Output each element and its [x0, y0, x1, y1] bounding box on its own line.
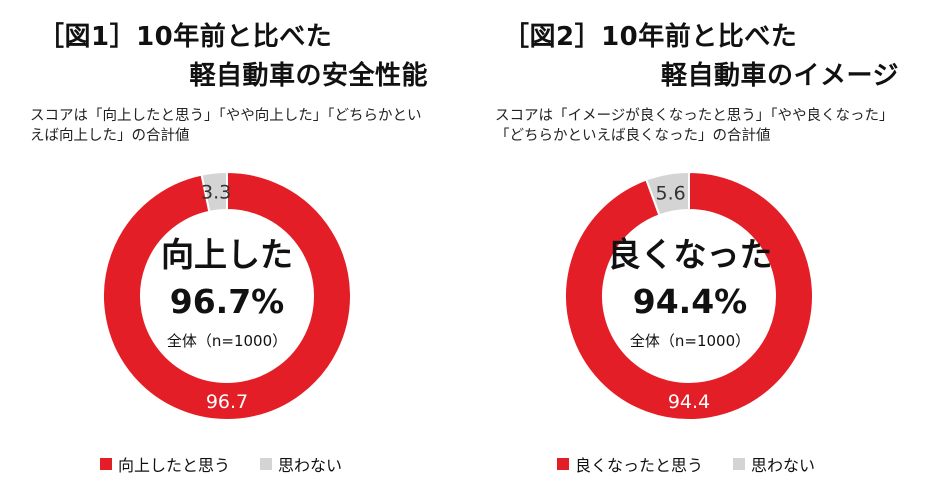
slice-label-positive: 94.4 — [668, 391, 710, 413]
center-main-label: 向上した — [161, 235, 293, 274]
chart-panel-1: ［図1］10年前と比べた 軽自動車の安全性能 スコアは「向上したと思う」「やや向… — [0, 0, 470, 504]
slice-label-positive: 96.7 — [206, 391, 248, 413]
legend-swatch — [557, 458, 569, 470]
legend-label: 思わない — [751, 456, 816, 475]
legend-item-positive: 良くなったと思う — [557, 452, 703, 476]
chart-title-line2: 軽自動車のイメージ — [661, 61, 899, 91]
chart-note-line1: スコアは「イメージが良くなったと思う」「やや良くなった」 — [495, 108, 894, 124]
legend-label: 向上したと思う — [118, 456, 231, 475]
chart-note-line2: 「どちらかといえば良くなった」の合計値 — [495, 128, 771, 144]
legend-swatch — [733, 458, 746, 470]
legend-swatch — [100, 458, 112, 470]
chart-note-line2: えば向上した」の合計値 — [30, 128, 190, 144]
donut-slice-positive — [102, 170, 352, 421]
chart-legend: 向上したと思う 思わない — [100, 452, 372, 476]
donut-chart: 5.6 94.4 — [564, 170, 814, 421]
center-base-label: 全体（n=1000） — [629, 332, 751, 350]
chart-title-line2: 軽自動車の安全性能 — [189, 61, 428, 91]
legend-item-positive: 向上したと思う — [100, 452, 230, 476]
center-main-label: 良くなった — [607, 235, 773, 274]
chart-title-line1: ［図2］10年前と比べた — [503, 22, 798, 52]
legend-item-negative: 思わない — [260, 452, 342, 476]
center-percentage: 94.4% — [632, 282, 748, 321]
legend-label: 思わない — [278, 456, 343, 475]
donut-slice-positive — [564, 170, 814, 421]
chart-title-line1: ［図1］10年前と比べた — [38, 22, 333, 52]
chart-legend: 良くなったと思う 思わない — [557, 452, 845, 476]
chart-note-line1: スコアは「向上したと思う」「やや向上した」「どちらかとい — [30, 108, 422, 124]
legend-label: 良くなったと思う — [575, 456, 704, 475]
donut-center-text: 良くなった 94.4% 全体（n=1000） — [560, 238, 820, 349]
slice-label-negative: 3.3 — [201, 182, 231, 204]
legend-swatch — [260, 458, 273, 470]
slice-label-negative: 5.6 — [656, 183, 686, 205]
donut-center-text: 向上した 96.7% 全体（n=1000） — [97, 238, 357, 349]
legend-item-negative: 思わない — [733, 452, 815, 476]
donut-chart: 3.3 96.7 — [102, 170, 352, 421]
center-percentage: 96.7% — [169, 282, 285, 321]
chart-panel-2: ［図2］10年前と比べた 軽自動車のイメージ スコアは「イメージが良くなったと思… — [471, 0, 941, 504]
center-base-label: 全体（n=1000） — [166, 332, 288, 350]
